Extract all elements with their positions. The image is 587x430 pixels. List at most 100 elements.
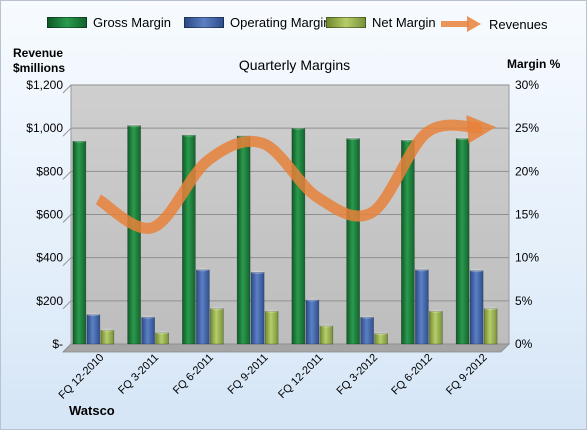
gross-margin-bar bbox=[401, 138, 415, 345]
net-margin-bar-cap bbox=[319, 324, 333, 328]
left-axis-title-line2: $millions bbox=[13, 61, 66, 75]
operating-margin-bar bbox=[141, 315, 155, 345]
net-margin-bar bbox=[155, 331, 169, 345]
operating-margin-bar-cap bbox=[86, 313, 100, 317]
gross-margin-bar-face bbox=[401, 139, 415, 345]
left-tick-label: $800 bbox=[36, 164, 63, 178]
gross-margin-bar-face bbox=[236, 135, 251, 345]
operating-margin-bar-face bbox=[86, 314, 101, 345]
gross-margin-bar-face bbox=[291, 127, 306, 345]
operating-margin-bar-face bbox=[360, 316, 374, 345]
operating-margin-bar bbox=[250, 270, 265, 345]
operating-margin-bar-face bbox=[415, 269, 429, 345]
gridline-depth bbox=[62, 300, 72, 310]
x-tick-label: FQ 3-2011 bbox=[116, 352, 161, 397]
left-tick-label: $600 bbox=[36, 208, 63, 222]
net-margin-bar bbox=[374, 332, 388, 345]
right-tick-label: 30% bbox=[515, 78, 539, 92]
legend-label-net: Net Margin bbox=[372, 15, 436, 30]
gross-margin-bar-cap bbox=[401, 138, 415, 142]
net-margin-bar-face bbox=[155, 332, 169, 345]
net-margin-bar-face bbox=[210, 308, 224, 345]
gross-margin-bar bbox=[455, 136, 470, 345]
operating-margin-bar bbox=[305, 298, 320, 345]
left-tick-label: $1,200 bbox=[26, 78, 63, 92]
left-axis-title-line1: Revenue bbox=[13, 46, 64, 60]
net-margin-bar-cap bbox=[265, 309, 279, 313]
left-tick-label: $1,000 bbox=[26, 121, 63, 135]
operating-margin-bar-cap bbox=[251, 270, 265, 274]
gross-margin-bar-face bbox=[72, 140, 87, 345]
right-tick-label: 5% bbox=[515, 294, 533, 308]
net-margin-bar-face bbox=[319, 325, 334, 345]
legend-label-operating: Operating Margin bbox=[230, 15, 331, 30]
gross-margin-bar-cap bbox=[456, 136, 470, 141]
left-tick-label: $- bbox=[52, 337, 63, 351]
chart-title: Quarterly Margins bbox=[238, 57, 351, 73]
plot-floor bbox=[62, 343, 510, 353]
legend-net-margin: Net Margin bbox=[326, 15, 436, 30]
legend-swatch-operating bbox=[184, 17, 224, 28]
gridline-depth bbox=[62, 170, 72, 180]
x-tick-label: FQ 12-2010 bbox=[57, 352, 107, 402]
source-label: Watsco bbox=[69, 403, 115, 418]
net-margin-bar-face bbox=[483, 308, 498, 345]
legend-gross-margin: Gross Margin bbox=[47, 15, 171, 30]
gross-margin-bar-face bbox=[182, 134, 196, 345]
gridline-depth bbox=[62, 214, 72, 223]
gross-margin-bar-cap bbox=[72, 139, 86, 143]
gross-margin-bar bbox=[236, 134, 251, 345]
operating-margin-bar bbox=[415, 268, 429, 345]
x-tick-label: FQ 6-2011 bbox=[171, 352, 216, 397]
left-axis-title: Revenue $millions bbox=[13, 46, 65, 76]
net-margin-bar-cap bbox=[155, 331, 169, 335]
legend-arrow-icon bbox=[441, 16, 481, 32]
left-axis-ticks: $- $200 $400 $600 $800 $1,000 $1,200 bbox=[26, 78, 63, 351]
gross-margin-bar bbox=[127, 123, 141, 345]
gridline-depth bbox=[62, 343, 72, 353]
net-margin-bar-face bbox=[100, 329, 115, 345]
legend-swatch-gross bbox=[47, 17, 87, 28]
net-margin-bar-face bbox=[264, 310, 279, 345]
gross-margin-bar-face bbox=[127, 125, 141, 345]
net-margin-bar-cap bbox=[210, 307, 224, 311]
operating-margin-bar-cap bbox=[305, 298, 319, 302]
operating-margin-bar-face bbox=[250, 272, 265, 345]
gross-margin-bar bbox=[346, 136, 360, 345]
operating-margin-bar bbox=[196, 268, 210, 345]
legend-label-gross: Gross Margin bbox=[93, 15, 172, 30]
x-tick-label: FQ 12-2011 bbox=[276, 352, 325, 401]
gridline-depth bbox=[62, 84, 72, 94]
gross-margin-bar bbox=[72, 139, 87, 345]
gross-margin-bar-face bbox=[455, 138, 470, 345]
net-margin-bar bbox=[264, 309, 279, 345]
gross-margin-bar-face bbox=[346, 138, 360, 345]
legend-label-revenues: Revenues bbox=[489, 16, 548, 32]
x-tick-label: FQ 9-2011 bbox=[226, 352, 271, 397]
x-tick-label: FQ 6-2012 bbox=[389, 352, 435, 398]
net-margin-bar-cap bbox=[429, 309, 443, 313]
operating-margin-bar-cap bbox=[470, 269, 484, 273]
operating-margin-bar bbox=[86, 313, 101, 345]
net-margin-bar-cap bbox=[100, 328, 114, 332]
revenue-line bbox=[95, 115, 496, 234]
legend: Gross Margin Operating Margin Net Margin… bbox=[1, 15, 586, 35]
left-tick-label: $400 bbox=[36, 251, 63, 265]
net-margin-bar bbox=[319, 324, 334, 345]
net-margin-bar bbox=[483, 307, 498, 345]
gross-margin-bar-cap bbox=[346, 136, 360, 141]
operating-margin-bar-face bbox=[305, 299, 320, 345]
operating-margin-bar bbox=[360, 315, 374, 345]
operating-margin-bar-face bbox=[469, 270, 484, 345]
legend-swatch-net bbox=[326, 17, 366, 28]
gridline-depth bbox=[62, 127, 72, 137]
right-tick-label: 15% bbox=[515, 208, 539, 222]
right-tick-label: 25% bbox=[515, 121, 539, 135]
right-axis-ticks: 0% 5% 10% 15% 20% 25% 30% bbox=[515, 78, 539, 351]
net-margin-bar-face bbox=[374, 333, 388, 345]
net-margin-bar bbox=[429, 309, 443, 345]
gross-margin-bar-cap bbox=[291, 126, 305, 130]
gross-margin-bar bbox=[291, 126, 306, 345]
